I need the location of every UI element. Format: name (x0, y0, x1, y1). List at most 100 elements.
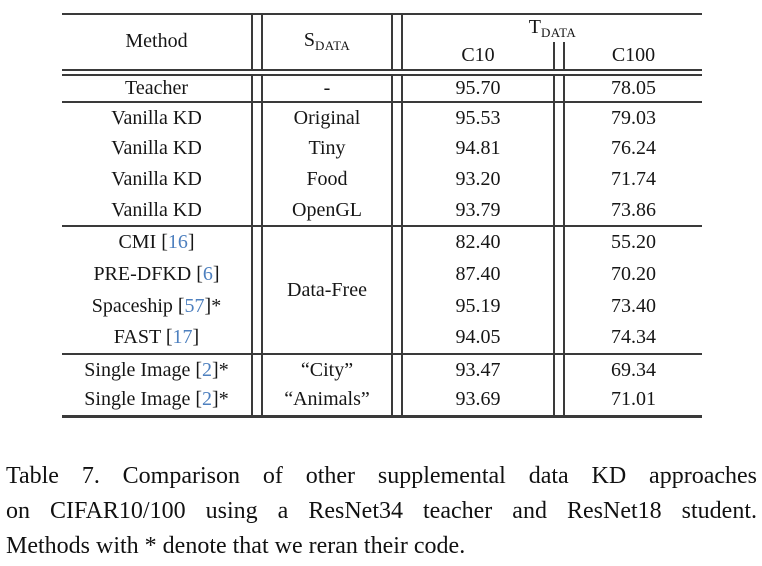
sdata-header-label: S (303, 29, 315, 52)
sdata-cell: “City” (300, 358, 354, 381)
table-row: Vanilla KD OpenGL 93.79 73.86 (62, 195, 703, 227)
v-separator (391, 354, 403, 385)
v-separator (391, 133, 403, 164)
v-separator (391, 258, 403, 290)
citation-link[interactable]: 17 (172, 326, 193, 348)
method-cell: Vanilla KD (111, 137, 202, 159)
method-cell: Vanilla KD (111, 106, 202, 129)
c10-cell: 94.05 (402, 322, 554, 355)
v-separator (553, 258, 565, 290)
v-separator (251, 195, 263, 227)
c100-cell: 71.74 (611, 168, 657, 190)
c100-cell: 70.20 (611, 262, 657, 285)
v-separator (251, 226, 263, 258)
c100-cell: 73.40 (611, 294, 657, 317)
v-separator (391, 14, 403, 76)
c100-cell: 71.01 (564, 385, 703, 418)
citation-link[interactable]: 2 (202, 388, 213, 411)
citation-link[interactable]: 2 (202, 358, 213, 381)
v-separator (553, 290, 565, 322)
table-row: Vanilla KD Food 93.20 71.74 (62, 164, 702, 195)
table-row: PRE-DFKD [6] 87.40 70.20 (62, 258, 702, 290)
method-cell: Teacher (62, 72, 252, 103)
v-separator (553, 354, 565, 385)
c10-cell: 82.40 (455, 231, 501, 253)
citation-link[interactable]: 57 (184, 294, 205, 317)
method-cell: FAST [17] (62, 322, 252, 355)
col-header-method: Method (62, 14, 252, 76)
v-separator (391, 290, 403, 322)
v-separator (553, 322, 565, 355)
v-separator (251, 133, 263, 164)
table-row: FAST [17] 94.05 74.34 (62, 322, 703, 355)
c10-cell: 93.47 (455, 358, 501, 381)
method-cell: Spaceship [57]* (91, 294, 222, 317)
sdata-cell: Tiny (308, 137, 346, 159)
c10-cell: 95.19 (455, 294, 501, 317)
method-cell: Vanilla KD (111, 168, 202, 190)
table-row-teacher: Teacher - 95.70 78.05 (62, 72, 703, 103)
v-separator (553, 385, 565, 418)
method-header-label: Method (125, 30, 188, 53)
sdata-cell: OpenGL (262, 195, 392, 227)
sdata-cell: Food (306, 168, 348, 190)
c10-cell: 93.69 (402, 385, 554, 418)
v-separator (391, 102, 403, 133)
c10-cell: 95.53 (455, 106, 501, 129)
c100-cell: 69.34 (611, 358, 657, 381)
v-separator (553, 226, 565, 258)
v-separator (391, 226, 403, 258)
v-separator (251, 14, 263, 76)
v-separator (251, 164, 263, 195)
v-separator (251, 72, 263, 103)
c100-cell: 76.24 (611, 137, 657, 159)
sdata-cell: Original (293, 106, 361, 129)
v-separator (553, 133, 565, 164)
c100-cell: 74.34 (564, 322, 703, 355)
v-separator (391, 322, 403, 355)
v-separator (553, 164, 565, 195)
v-separator (391, 72, 403, 103)
v-separator (251, 385, 263, 418)
v-separator (553, 72, 565, 103)
table-row: Vanilla KD Original 95.53 79.03 (62, 102, 702, 133)
header-row-1: Method SDATA TDATA (62, 14, 702, 76)
tdata-header-subscript: DATA (541, 25, 577, 40)
col-header-c10: C10 (402, 42, 554, 76)
c100-cell: 78.05 (564, 72, 703, 103)
c10-cell: 95.70 (402, 72, 554, 103)
method-cell: Single Image [2]* (62, 385, 252, 418)
v-separator (391, 385, 403, 418)
table-row: Vanilla KD Tiny 94.81 76.24 (62, 133, 702, 164)
results-table: Method SDATA TDATA C10 C100 Teacher - 95… (62, 13, 703, 418)
sdata-cell-datafree: Data-Free (262, 226, 392, 355)
v-separator (251, 354, 263, 385)
method-cell: Single Image [2]* (84, 358, 229, 381)
table-caption: Table 7. Comparison of other supplementa… (6, 459, 757, 564)
c100-cell: 55.20 (611, 231, 657, 253)
citation-link[interactable]: 6 (202, 262, 213, 285)
col-header-sdata: SDATA (262, 14, 392, 76)
c100-cell: 79.03 (611, 106, 657, 129)
c10-cell: 93.20 (455, 168, 501, 190)
v-separator (553, 195, 565, 227)
c10-cell: 87.40 (455, 262, 501, 285)
v-separator (251, 290, 263, 322)
sdata-cell: “Animals” (262, 385, 392, 418)
table-row: Spaceship [57]* 95.19 73.40 (62, 290, 702, 322)
v-separator (251, 322, 263, 355)
header-row-2: C10 C100 (62, 42, 703, 76)
sdata-cell: - (262, 72, 392, 103)
v-separator (251, 258, 263, 290)
method-cell: CMI [16] (118, 231, 195, 253)
v-separator (553, 102, 565, 133)
method-cell: Vanilla KD (62, 195, 252, 227)
v-separator (251, 102, 263, 133)
table-row: CMI [16] Data-Free 82.40 55.20 (62, 226, 702, 355)
citation-link[interactable]: 16 (167, 231, 188, 253)
table-row: Single Image [2]* “Animals” 93.69 71.01 (62, 385, 703, 418)
caption-line: on CIFAR10/100 using a ResNet34 teacher … (6, 498, 757, 524)
c10-cell: 94.81 (455, 137, 501, 159)
method-cell: PRE-DFKD [6] (93, 262, 220, 285)
